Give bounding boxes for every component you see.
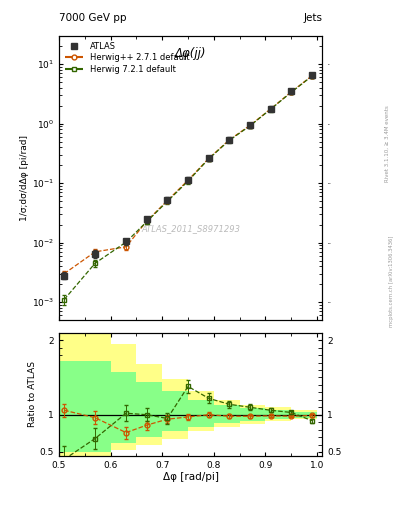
Text: 7000 GeV pp: 7000 GeV pp — [59, 13, 127, 23]
Text: ATLAS_2011_S8971293: ATLAS_2011_S8971293 — [141, 225, 240, 233]
Text: mcplots.cern.ch [arXiv:1306.3436]: mcplots.cern.ch [arXiv:1306.3436] — [389, 236, 393, 327]
Text: Rivet 3.1.10, ≥ 3.4M events: Rivet 3.1.10, ≥ 3.4M events — [385, 105, 389, 182]
Legend: ATLAS, Herwig++ 2.7.1 default, Herwig 7.2.1 default: ATLAS, Herwig++ 2.7.1 default, Herwig 7.… — [63, 40, 191, 75]
X-axis label: Δφ [rad/pi]: Δφ [rad/pi] — [163, 472, 219, 482]
Y-axis label: Ratio to ATLAS: Ratio to ATLAS — [28, 361, 37, 427]
Y-axis label: 1/σ;dσ/dΔφ [pi/rad]: 1/σ;dσ/dΔφ [pi/rad] — [20, 135, 29, 221]
Text: Jets: Jets — [303, 13, 322, 23]
Text: Δφ(jj): Δφ(jj) — [175, 47, 206, 60]
